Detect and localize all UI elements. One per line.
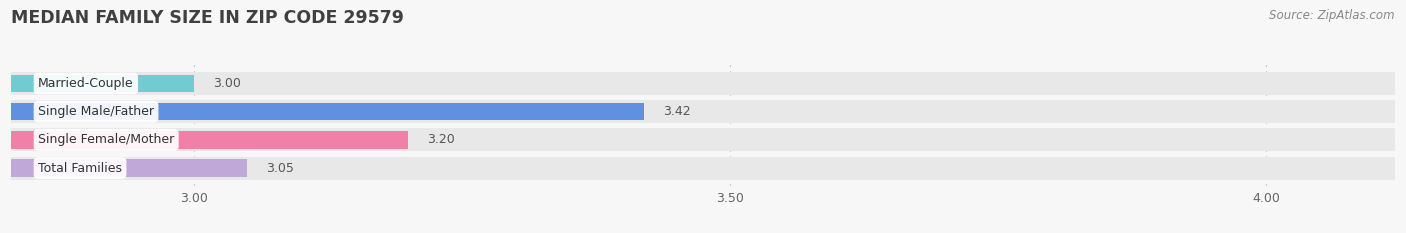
Text: 3.05: 3.05 (267, 161, 294, 175)
Bar (11, 159, 247, 177)
Bar (11, 128, 1395, 151)
Bar (11, 100, 1395, 123)
Text: 3.00: 3.00 (212, 77, 240, 90)
Bar (11, 72, 1395, 95)
Text: Source: ZipAtlas.com: Source: ZipAtlas.com (1270, 9, 1395, 22)
Text: MEDIAN FAMILY SIZE IN ZIP CODE 29579: MEDIAN FAMILY SIZE IN ZIP CODE 29579 (11, 9, 404, 27)
Text: Married-Couple: Married-Couple (38, 77, 134, 90)
Text: Single Female/Mother: Single Female/Mother (38, 134, 174, 146)
Text: 3.42: 3.42 (664, 105, 690, 118)
Bar (11, 103, 644, 120)
Text: Total Families: Total Families (38, 161, 122, 175)
Bar (11, 157, 1395, 180)
Bar (11, 131, 408, 149)
Text: 3.20: 3.20 (427, 134, 456, 146)
Text: Single Male/Father: Single Male/Father (38, 105, 155, 118)
Bar (11, 75, 194, 92)
